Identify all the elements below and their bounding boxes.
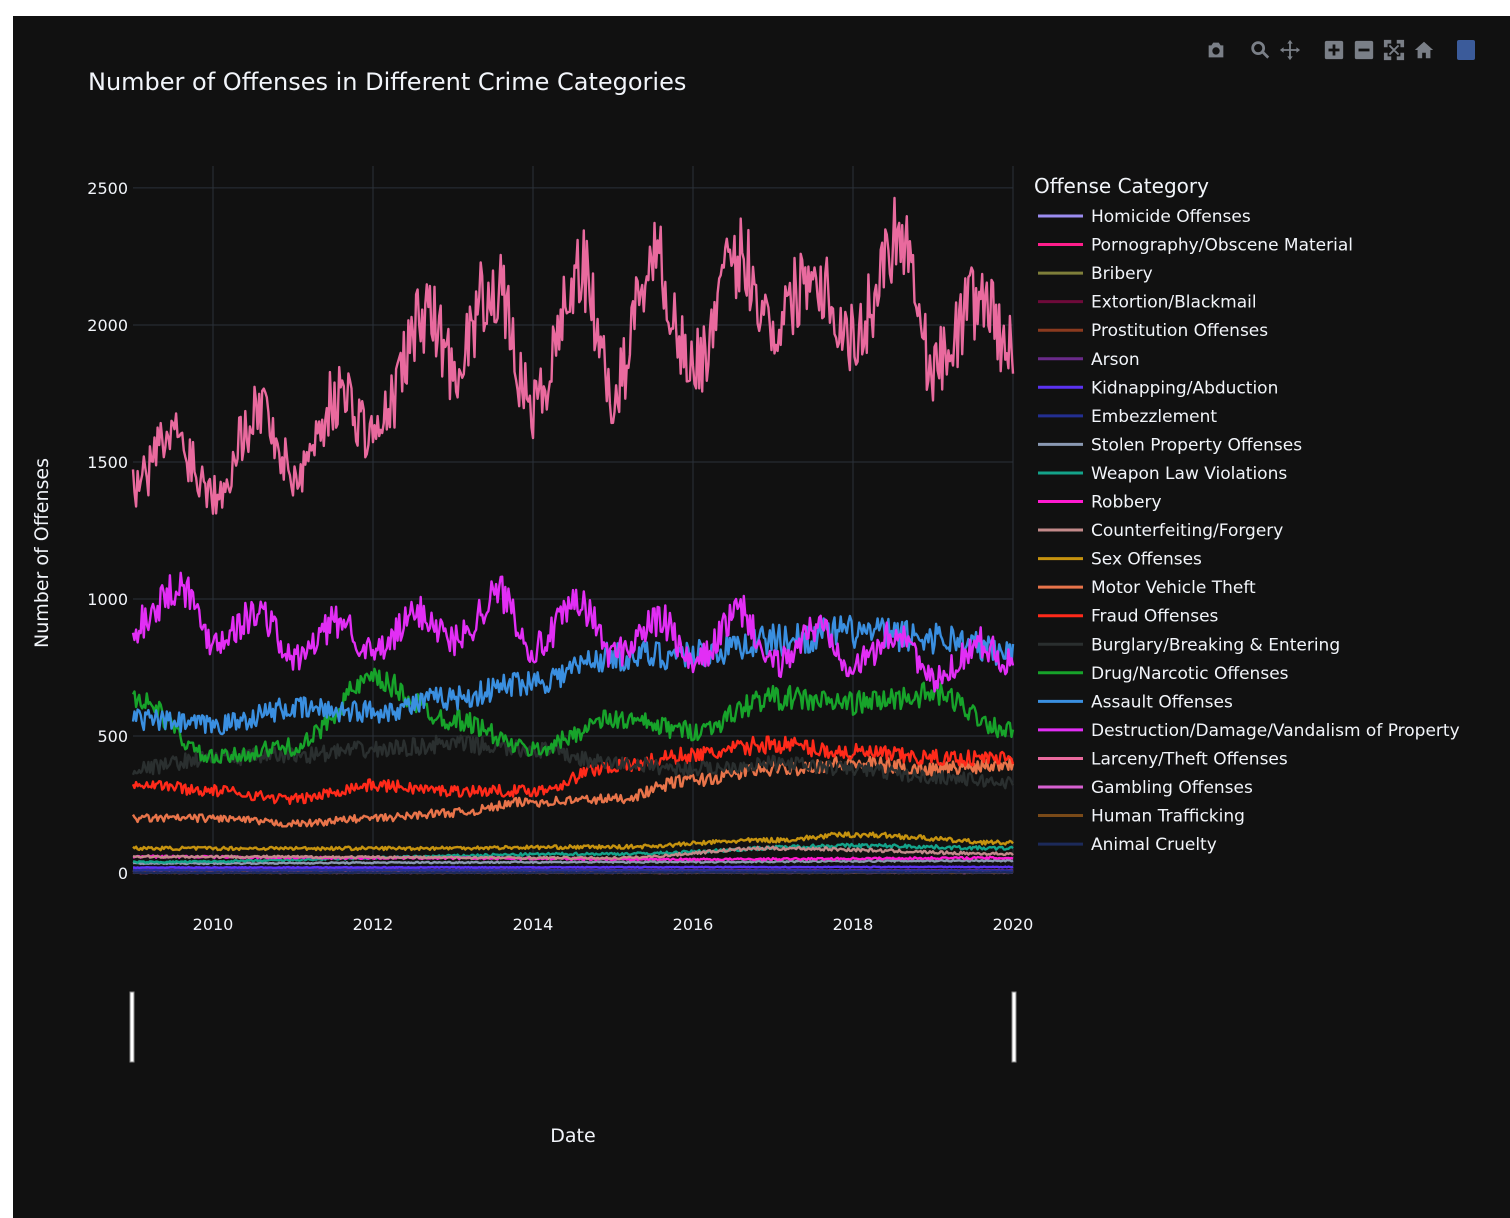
- legend-label: Larceny/Theft Offenses: [1091, 749, 1288, 769]
- camera-icon[interactable]: [1201, 36, 1231, 64]
- legend-label: Destruction/Damage/Vandalism of Property: [1091, 721, 1460, 741]
- range-slider-right-handle[interactable]: [1011, 991, 1017, 1063]
- legend-label: Sex Offenses: [1091, 550, 1202, 570]
- legend-label: Animal Cruelty: [1091, 835, 1217, 855]
- legend-item[interactable]: Burglary/Breaking & Entering: [1038, 635, 1340, 655]
- plotly-logo-icon[interactable]: [1457, 40, 1475, 60]
- legend-item[interactable]: Drug/Narcotic Offenses: [1038, 664, 1289, 684]
- series-layer: [131, 196, 1015, 875]
- series-line: [132, 842, 1014, 864]
- series-line: [131, 735, 1015, 805]
- series-line: [132, 871, 1014, 875]
- series-line: [133, 865, 1014, 870]
- legend-label: Assault Offenses: [1091, 692, 1233, 712]
- legend-item[interactable]: Bribery: [1038, 264, 1153, 284]
- modebar: [1201, 36, 1475, 64]
- x-tick-label: 2014: [513, 915, 554, 934]
- legend-item[interactable]: Assault Offenses: [1038, 692, 1233, 712]
- legend-item[interactable]: Animal Cruelty: [1038, 835, 1217, 855]
- legend-label: Bribery: [1091, 264, 1153, 284]
- series-line: [131, 755, 1015, 828]
- legend-item[interactable]: Fraud Offenses: [1038, 607, 1219, 627]
- legend-item[interactable]: Kidnapping/Abduction: [1038, 378, 1278, 398]
- legend-item[interactable]: Prostitution Offenses: [1038, 321, 1268, 341]
- x-tick-label: 2016: [673, 915, 714, 934]
- legend: Homicide Offenses Pornography/Obscene Mat…: [1038, 207, 1460, 855]
- legend-item[interactable]: Motor Vehicle Theft: [1038, 578, 1256, 598]
- y-tick-label: 2000: [87, 316, 128, 335]
- legend-label: Burglary/Breaking & Entering: [1091, 635, 1340, 655]
- series-line: [132, 858, 1014, 866]
- legend-label: Drug/Narcotic Offenses: [1091, 664, 1289, 684]
- series-line: [131, 196, 1015, 515]
- series-line: [132, 831, 1014, 852]
- legend-item[interactable]: Pornography/Obscene Material: [1038, 236, 1353, 256]
- pan-icon[interactable]: [1275, 36, 1305, 64]
- series-line: [131, 734, 1015, 790]
- autoscale-icon[interactable]: [1379, 36, 1409, 64]
- x-tick-label: 2010: [193, 915, 234, 934]
- legend-item[interactable]: Destruction/Damage/Vandalism of Property: [1038, 721, 1460, 741]
- legend-label: Fraud Offenses: [1091, 607, 1219, 627]
- legend-item[interactable]: Arson: [1038, 350, 1140, 370]
- legend-item[interactable]: Extortion/Blackmail: [1038, 293, 1257, 313]
- y-tick-label: 500: [97, 727, 128, 746]
- series-line: [131, 614, 1015, 736]
- zoom-in-icon[interactable]: [1319, 36, 1349, 64]
- range-slider[interactable]: [129, 991, 1017, 1063]
- x-axis-label: Date: [550, 1125, 595, 1147]
- zoom-out-icon[interactable]: [1349, 36, 1379, 64]
- x-tick-label: 2012: [353, 915, 394, 934]
- legend-item[interactable]: Sex Offenses: [1038, 550, 1202, 570]
- legend-label: Gambling Offenses: [1091, 778, 1253, 798]
- y-tick-layer: 0 500 1000 1500 2000 2500: [87, 179, 128, 883]
- legend-item[interactable]: Human Trafficking: [1038, 807, 1245, 827]
- legend-item[interactable]: Embezzlement: [1038, 407, 1217, 427]
- legend-label: Prostitution Offenses: [1091, 321, 1268, 341]
- legend-label: Stolen Property Offenses: [1091, 435, 1302, 455]
- x-tick-label: 2020: [993, 915, 1034, 934]
- zoom-icon[interactable]: [1245, 36, 1275, 64]
- legend-item[interactable]: Larceny/Theft Offenses: [1038, 749, 1288, 769]
- legend-label: Motor Vehicle Theft: [1091, 578, 1256, 598]
- legend-label: Extortion/Blackmail: [1091, 293, 1257, 313]
- y-tick-label: 1000: [87, 590, 128, 609]
- y-axis-label: Number of Offenses: [31, 458, 53, 648]
- legend-item[interactable]: Weapon Law Violations: [1038, 464, 1287, 484]
- chart-container: Number of Offenses in Different Crime Ca…: [13, 16, 1510, 1218]
- legend-item[interactable]: Robbery: [1038, 493, 1162, 513]
- legend-label: Arson: [1091, 350, 1140, 370]
- legend-label: Embezzlement: [1091, 407, 1217, 427]
- x-tick-label: 2018: [833, 915, 874, 934]
- legend-item[interactable]: Homicide Offenses: [1038, 207, 1251, 227]
- y-tick-label: 1500: [87, 453, 128, 472]
- home-icon[interactable]: [1409, 36, 1439, 64]
- legend-label: Human Trafficking: [1091, 807, 1245, 827]
- legend-label: Weapon Law Violations: [1091, 464, 1287, 484]
- series-line: [132, 868, 1014, 873]
- range-slider-left-handle[interactable]: [129, 991, 135, 1063]
- legend-label: Homicide Offenses: [1091, 207, 1251, 227]
- series-line: [132, 845, 1014, 861]
- legend-item[interactable]: Stolen Property Offenses: [1038, 435, 1302, 455]
- chart-svg: Number of Offenses in Different Crime Ca…: [31, 68, 1460, 1147]
- legend-label: Robbery: [1091, 493, 1162, 513]
- y-tick-label: 0: [118, 864, 128, 883]
- series-line: [131, 571, 1015, 693]
- legend-label: Counterfeiting/Forgery: [1091, 521, 1283, 541]
- y-tick-label: 2500: [87, 179, 128, 198]
- legend-item[interactable]: Counterfeiting/Forgery: [1038, 521, 1283, 541]
- legend-item[interactable]: Gambling Offenses: [1038, 778, 1253, 798]
- series-line: [131, 667, 1015, 764]
- legend-label: Pornography/Obscene Material: [1091, 236, 1353, 256]
- legend-title: Offense Category: [1034, 174, 1209, 198]
- chart-title: Number of Offenses in Different Crime Ca…: [88, 68, 686, 96]
- legend-label: Kidnapping/Abduction: [1091, 378, 1278, 398]
- x-tick-layer: 2010 2012 2014 2016 2018 2020: [193, 915, 1034, 934]
